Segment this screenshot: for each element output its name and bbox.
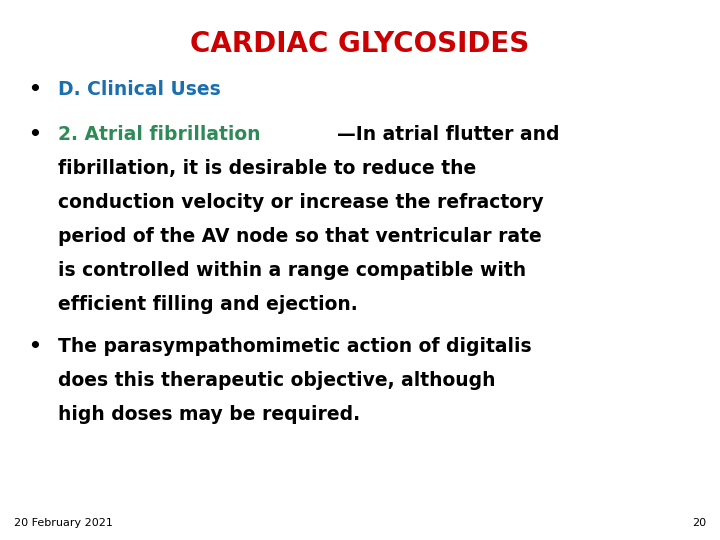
Text: high doses may be required.: high doses may be required. — [58, 405, 360, 424]
Text: period of the AV node so that ventricular rate: period of the AV node so that ventricula… — [58, 227, 541, 246]
Text: does this therapeutic objective, although: does this therapeutic objective, althoug… — [58, 371, 495, 390]
Text: •: • — [28, 125, 41, 144]
Text: The parasympathomimetic action of digitalis: The parasympathomimetic action of digita… — [58, 337, 531, 356]
Text: CARDIAC GLYCOSIDES: CARDIAC GLYCOSIDES — [190, 30, 530, 58]
Text: •: • — [28, 80, 41, 99]
Text: efficient filling and ejection.: efficient filling and ejection. — [58, 295, 358, 314]
Text: is controlled within a range compatible with: is controlled within a range compatible … — [58, 261, 526, 280]
Text: —In atrial flutter and: —In atrial flutter and — [338, 125, 560, 144]
Text: 2. Atrial fibrillation: 2. Atrial fibrillation — [58, 125, 261, 144]
Text: D. Clinical Uses: D. Clinical Uses — [58, 80, 221, 99]
Text: conduction velocity or increase the refractory: conduction velocity or increase the refr… — [58, 193, 544, 212]
Text: 20: 20 — [692, 518, 706, 528]
Text: 20 February 2021: 20 February 2021 — [14, 518, 113, 528]
Text: •: • — [28, 337, 41, 356]
Text: fibrillation, it is desirable to reduce the: fibrillation, it is desirable to reduce … — [58, 159, 476, 178]
